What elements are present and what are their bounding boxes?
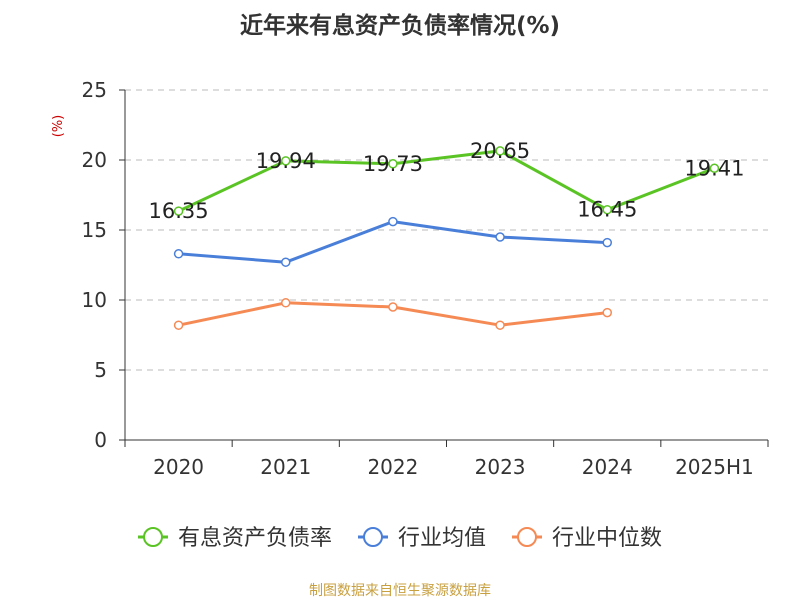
data-point: [173, 320, 184, 330]
data-point: [709, 163, 720, 174]
legend: 有息资产负债率 行业均值 行业中位数: [138, 526, 662, 551]
legend-marker: [517, 527, 537, 547]
data-point: [281, 298, 291, 308]
x-tick-label: 2021: [260, 455, 311, 479]
data-label: 19.94: [256, 149, 316, 173]
data-point: [495, 320, 505, 330]
series-group: 16.35 19.94 19.73 20.65 16.45 19.41: [149, 139, 744, 330]
data-label: 19.73: [363, 152, 423, 176]
legend-label: 行业中位数: [552, 526, 662, 551]
data-point: [281, 156, 291, 166]
data-point: [388, 216, 398, 227]
source-footer: 制图数据来自恒生聚源数据库: [309, 583, 491, 599]
legend-label: 行业均值: [398, 526, 486, 551]
legend-marker: [363, 527, 383, 547]
legend-label: 有息资产负债率: [178, 526, 332, 551]
y-axis-label: (%): [51, 115, 66, 138]
data-point: [602, 237, 612, 248]
y-tick-label: 0: [94, 428, 107, 452]
y-tick-label: 5: [94, 358, 107, 382]
x-tick-label: 2024: [582, 455, 633, 479]
data-point: [388, 302, 398, 312]
data-point: [495, 146, 505, 156]
data-point: [495, 232, 505, 242]
legend-marker: [143, 527, 163, 547]
chart-title: 近年来有息资产负债率情况(%): [240, 12, 560, 39]
data-point: [388, 159, 398, 169]
y-tick-label: 25: [82, 78, 107, 102]
data-point: [173, 249, 184, 259]
y-tick-label: 10: [82, 288, 107, 312]
data-label: 19.41: [684, 156, 744, 180]
data-point: [602, 307, 612, 318]
x-tick-label: 2022: [367, 455, 418, 479]
x-tick-label: 2023: [475, 455, 526, 479]
data-label: 20.65: [470, 139, 530, 163]
x-tick-label: 2020: [153, 455, 204, 479]
y-tick-label: 20: [82, 148, 107, 172]
series-line: [177, 149, 715, 213]
y-tick-label: 15: [82, 218, 107, 242]
data-point: [281, 257, 291, 267]
x-tick-label: 2025H1: [675, 455, 754, 479]
data-point: [173, 206, 184, 216]
axes: 0 5 10 15 20 25 2020 2021 2022 2023 2024 2025H1: [82, 78, 769, 479]
data-point: [602, 204, 612, 215]
series-line: [178, 220, 608, 264]
data-label: 16.35: [149, 199, 209, 223]
data-label: 16.45: [577, 198, 637, 222]
